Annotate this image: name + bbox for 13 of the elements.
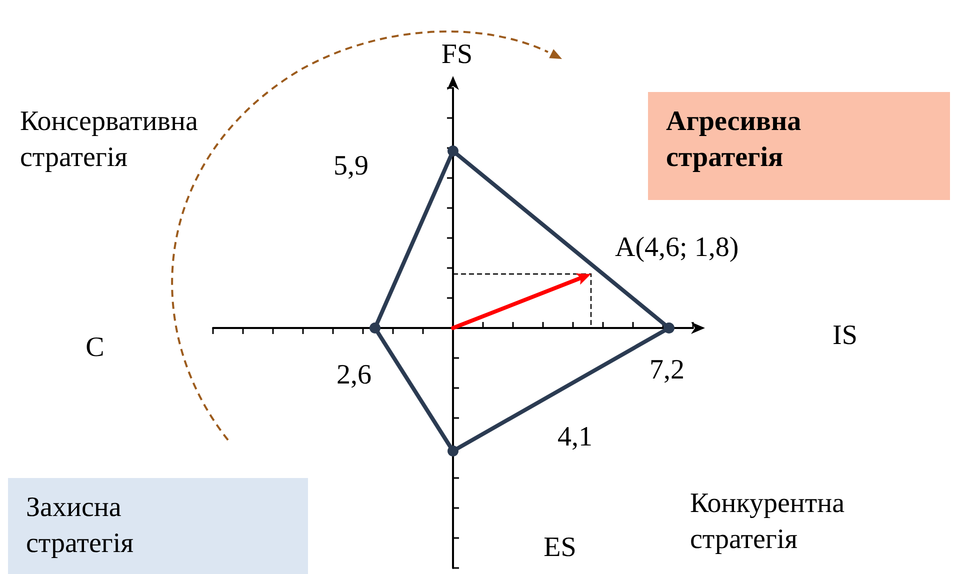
text: Агресивна стратегія — [666, 105, 802, 175]
text: Захисна стратегія — [26, 491, 134, 561]
text: A(4,6; 1,8) — [615, 231, 739, 265]
data-label: 7,2 — [650, 354, 684, 386]
data-label: 4,1 — [558, 422, 592, 452]
category-label: FS — [441, 38, 473, 72]
data-label: 5,9 — [334, 150, 368, 182]
text: Консервативна стратегія — [20, 105, 198, 175]
text: Конкурентна стратегія — [690, 487, 845, 557]
category-label: IS — [832, 319, 858, 353]
category-label: ES — [544, 531, 576, 565]
data-label: 2,6 — [336, 360, 372, 390]
category-label: C — [86, 331, 104, 365]
